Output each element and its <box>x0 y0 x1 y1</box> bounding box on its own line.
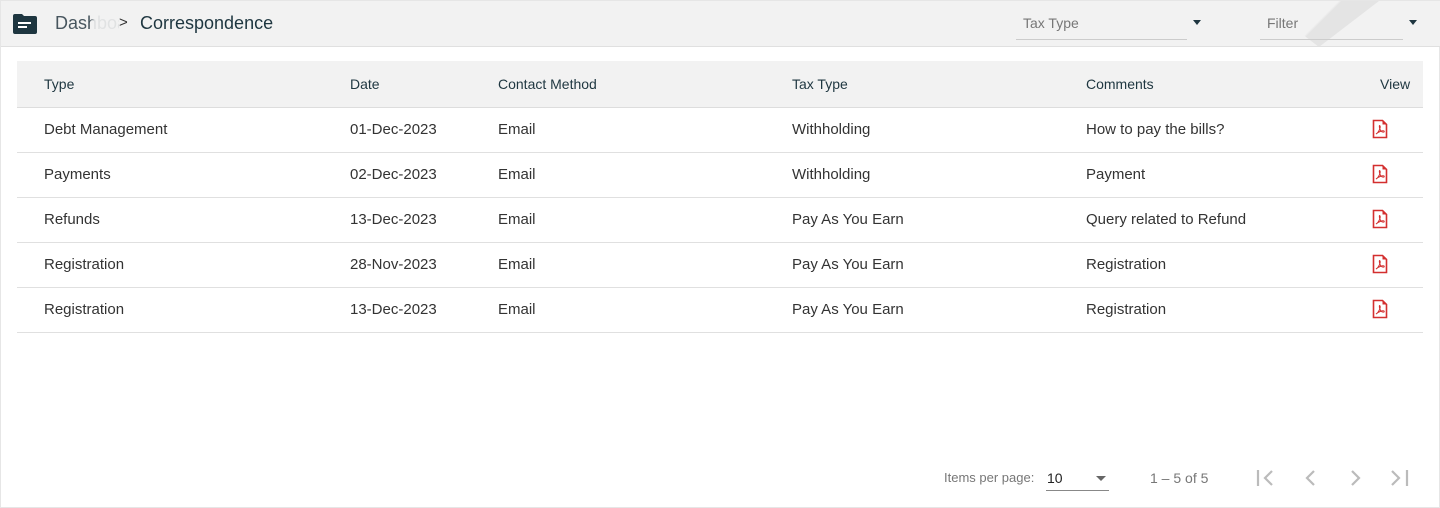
pdf-icon[interactable] <box>1372 164 1388 184</box>
table-cell: Pay As You Earn <box>792 242 1086 288</box>
next-page-icon[interactable] <box>1346 468 1366 488</box>
table-cell: 02-Dec-2023 <box>350 152 498 198</box>
view-cell <box>1372 107 1423 153</box>
header: Dashboard > Correspondence Tax Type Filt… <box>1 1 1440 47</box>
table-cell: Refunds <box>17 197 350 243</box>
table-cell: Email <box>498 242 792 288</box>
table-cell: 01-Dec-2023 <box>350 107 498 153</box>
pdf-icon[interactable] <box>1372 209 1388 229</box>
table-cell: Debt Management <box>17 107 350 153</box>
chevron-down-icon[interactable] <box>1193 20 1201 25</box>
column-header: Contact Method <box>498 61 792 108</box>
table-cell: 13-Dec-2023 <box>350 287 498 333</box>
view-cell <box>1372 287 1423 333</box>
chevron-down-icon[interactable] <box>1409 20 1417 25</box>
table-row: Payments 02-Dec-2023 Email Withholding Payme… <box>17 152 1423 198</box>
correspondence-table: Type Date Contact Method Tax Type Comments Vi… <box>17 61 1423 333</box>
view-cell <box>1372 242 1423 288</box>
table-cell: Registration <box>1086 287 1380 333</box>
table-cell: Email <box>498 287 792 333</box>
column-header: Comments <box>1086 61 1380 108</box>
pdf-icon[interactable] <box>1372 254 1388 274</box>
table-row: Registration 13-Dec-2023 Email Pay As You E… <box>17 287 1423 333</box>
tax-type-placeholder: Tax Type <box>1023 15 1079 31</box>
table-cell: 13-Dec-2023 <box>350 197 498 243</box>
table-cell: Withholding <box>792 152 1086 198</box>
column-header: View <box>1380 61 1423 108</box>
table-cell: Withholding <box>792 107 1086 153</box>
column-header: Tax Type <box>792 61 1086 108</box>
table-cell: Pay As You Earn <box>792 197 1086 243</box>
page-title: Correspondence <box>140 13 274 33</box>
items-per-page-label: Items per page: <box>944 470 1035 485</box>
table-cell: Email <box>498 152 792 198</box>
table-cell: Registration <box>17 287 350 333</box>
table-row: Debt Management 01-Dec-2023 Email Withholdi… <box>17 107 1423 153</box>
folder-icon <box>13 14 37 34</box>
filter-placeholder: Filter <box>1267 15 1299 31</box>
table-row: Registration 28-Nov-2023 Email Pay As You E… <box>17 242 1423 288</box>
chevron-down-icon <box>1096 476 1106 481</box>
table-header-row: Type Date Contact Method Tax Type Comments Vi… <box>17 61 1423 108</box>
column-header: Type <box>17 61 350 108</box>
breadcrumb-dashboard[interactable]: Dashboard <box>55 13 119 33</box>
view-cell <box>1372 197 1423 243</box>
filter-select[interactable]: Filter <box>1260 1 1403 40</box>
table-cell: 28-Nov-2023 <box>350 242 498 288</box>
table-cell: Registration <box>1086 242 1380 288</box>
first-page-icon[interactable] <box>1255 468 1277 488</box>
table-row: Refunds 13-Dec-2023 Email Pay As You Earn Qu… <box>17 197 1423 243</box>
previous-page-icon[interactable] <box>1301 468 1321 488</box>
view-cell <box>1372 152 1423 198</box>
table-cell: Payment <box>1086 152 1380 198</box>
breadcrumb-separator: > <box>119 14 128 31</box>
pdf-icon[interactable] <box>1372 119 1388 139</box>
page-size-value: 10 <box>1047 470 1063 486</box>
page-range: 1 – 5 of 5 <box>1150 470 1209 486</box>
table-cell: Registration <box>17 242 350 288</box>
table-cell: Pay As You Earn <box>792 287 1086 333</box>
table-cell: Email <box>498 197 792 243</box>
table-cell: Email <box>498 107 792 153</box>
page-size-select[interactable]: 10 <box>1046 463 1109 491</box>
table-cell: How to pay the bills? <box>1086 107 1380 153</box>
tax-type-select[interactable]: Tax Type <box>1016 1 1187 40</box>
table-cell: Payments <box>17 152 350 198</box>
column-header: Date <box>350 61 498 108</box>
pdf-icon[interactable] <box>1372 299 1388 319</box>
last-page-icon[interactable] <box>1389 468 1411 488</box>
table-cell: Query related to Refund <box>1086 197 1380 243</box>
